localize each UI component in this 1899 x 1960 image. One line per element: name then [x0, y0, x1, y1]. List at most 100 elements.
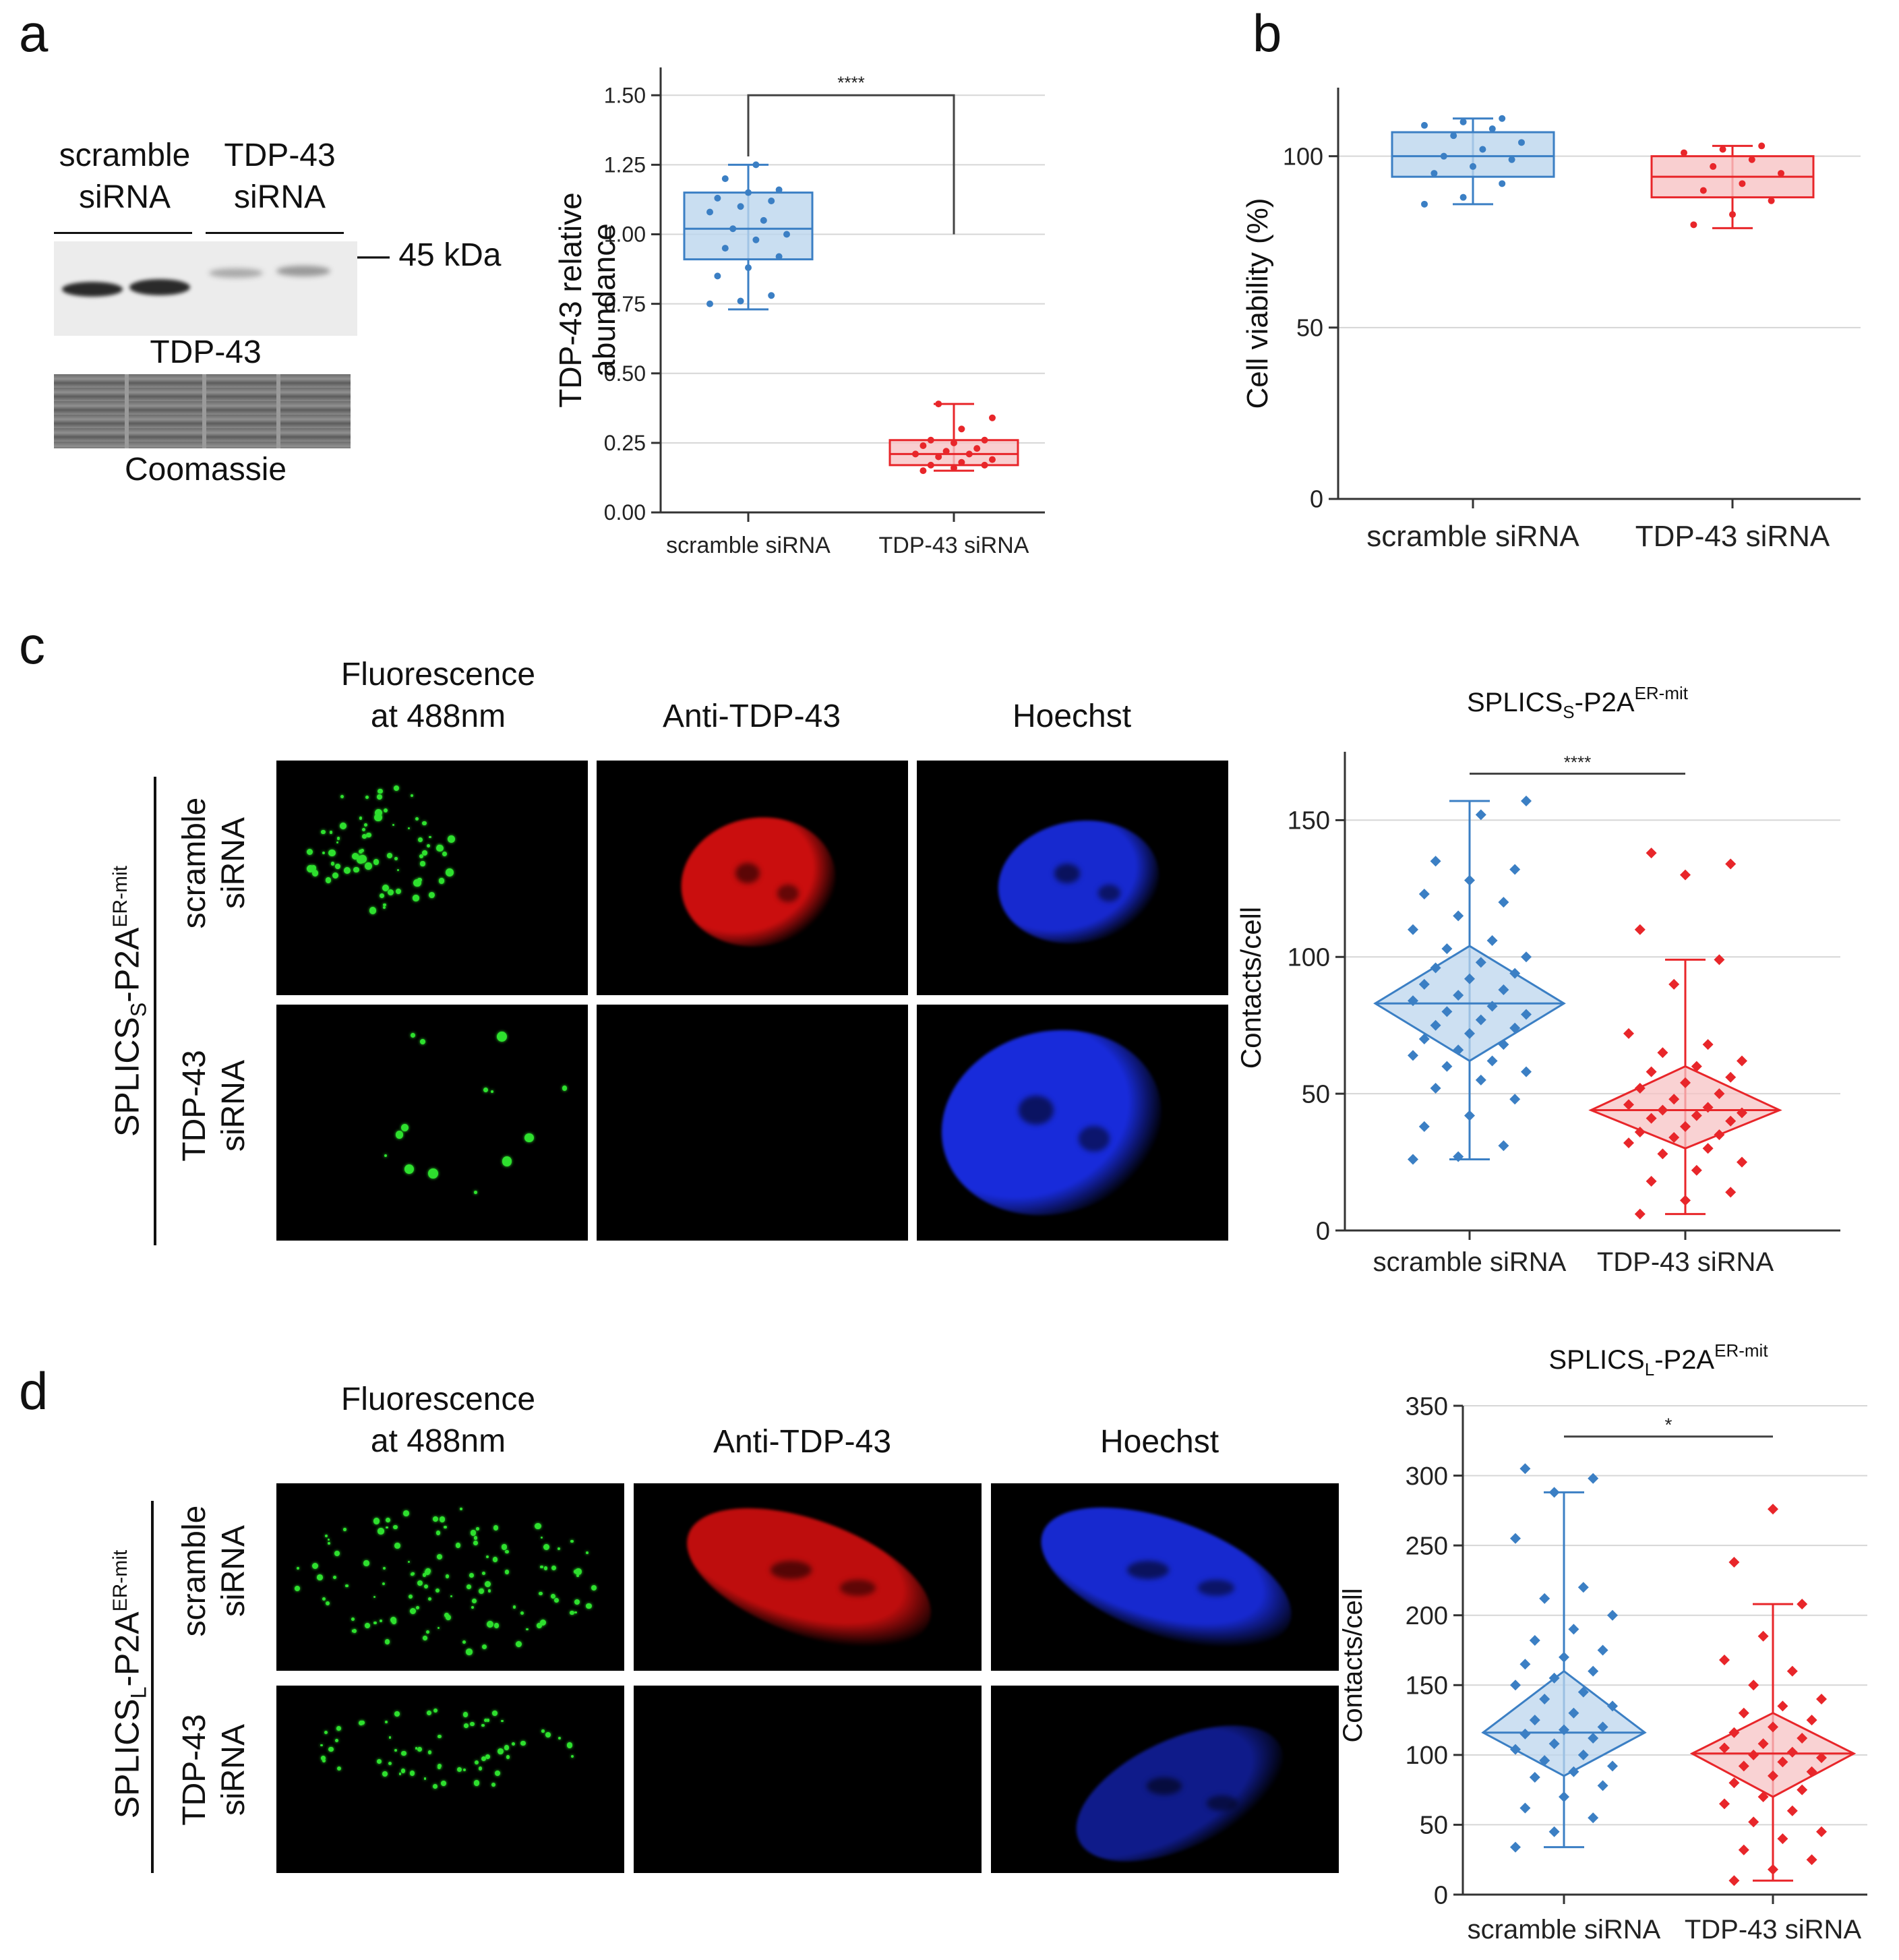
- data-point: [1453, 990, 1464, 1001]
- puncta: [413, 895, 419, 901]
- puncta: [394, 785, 400, 791]
- data-point: [1453, 910, 1464, 922]
- chart-c-significance: ****: [1470, 752, 1685, 775]
- coomassie-image: [54, 374, 351, 448]
- puncta: [398, 1773, 402, 1775]
- puncta: [340, 795, 344, 799]
- data-point: [1714, 1088, 1725, 1100]
- puncta: [358, 1721, 363, 1725]
- lane-divider-tdp43: [206, 232, 344, 234]
- data-point: [1786, 1805, 1798, 1816]
- nucleus: [671, 805, 846, 959]
- data-point: [1464, 1028, 1475, 1039]
- data-point: [1737, 1055, 1747, 1067]
- puncta: [436, 844, 444, 852]
- y-tick-label: 0.25: [604, 431, 646, 455]
- data-point: [1519, 1728, 1531, 1740]
- data-point: [1657, 1148, 1668, 1160]
- chart-a-yticks: 0.00 0.25 0.50 0.75 1.00 1.25 1.50: [604, 83, 661, 525]
- data-point: [1725, 1187, 1737, 1198]
- data-point: [1728, 1557, 1740, 1568]
- puncta: [383, 1566, 386, 1570]
- puncta: [384, 1639, 390, 1644]
- data-point: [1607, 1609, 1618, 1621]
- puncta: [466, 1584, 471, 1589]
- data-point: [1597, 1780, 1608, 1791]
- c-col-label-fluorescence: Fluorescence at 488nm: [340, 657, 536, 734]
- data-point: [1459, 118, 1467, 125]
- data-point: [1680, 869, 1691, 881]
- puncta: [420, 861, 425, 866]
- puncta: [328, 849, 336, 857]
- chart-d-title: SPLICSL-P2AER-mit: [1548, 1340, 1768, 1379]
- data-point: [1806, 1854, 1817, 1866]
- chart-b-boxes: [1391, 117, 1815, 229]
- data-point: [745, 189, 752, 196]
- chart-a-boxes: [683, 163, 1019, 472]
- puncta: [409, 1607, 417, 1615]
- puncta: [471, 1606, 474, 1609]
- puncta: [320, 1744, 323, 1747]
- c-image-tdp-green: [276, 1005, 588, 1241]
- significance-bracket: [747, 94, 955, 235]
- data-point: [1634, 1208, 1646, 1220]
- panel-letter-c: c: [19, 616, 45, 675]
- puncta: [464, 1723, 469, 1729]
- c-col-label-anti-tdp43: Anti-TDP-43: [662, 699, 841, 734]
- chart-c: SPLICSS-P2AER-mit 0 50 100 150 scramble siR…: [1235, 683, 1840, 1277]
- data-point: [1714, 954, 1725, 966]
- d-image-tdp-red: [634, 1686, 982, 1873]
- data-point: [1777, 1833, 1788, 1845]
- data-point: [775, 186, 783, 194]
- d-image-tdp-green: [276, 1686, 624, 1873]
- puncta: [340, 822, 347, 829]
- chart-c-xticks: scramble siRNA TDP-43 siRNA: [1373, 1230, 1774, 1277]
- data-point: [1548, 1672, 1560, 1684]
- data-point: [1646, 1066, 1657, 1077]
- data-point: [1498, 984, 1509, 995]
- puncta: [351, 1617, 355, 1622]
- data-point: [752, 236, 760, 243]
- data-point: [1408, 1154, 1418, 1165]
- x-tick-label: TDP-43 siRNA: [879, 533, 1029, 558]
- puncta: [374, 813, 383, 822]
- puncta: [411, 1033, 416, 1038]
- data-point: [1588, 1812, 1599, 1824]
- data-point: [1719, 146, 1726, 153]
- data-point: [981, 461, 988, 469]
- puncta: [480, 1588, 484, 1592]
- data-point: [1597, 1644, 1608, 1656]
- puncta: [409, 1594, 413, 1599]
- puncta: [415, 1747, 417, 1750]
- band-3: [209, 268, 263, 278]
- puncta: [554, 1597, 560, 1603]
- puncta: [386, 853, 392, 858]
- puncta: [537, 1623, 542, 1628]
- puncta: [379, 893, 385, 899]
- data-point: [1588, 1733, 1599, 1744]
- data-point: [1499, 180, 1506, 187]
- data-point: [1710, 162, 1717, 170]
- data-point: [951, 465, 957, 471]
- puncta: [429, 835, 431, 839]
- data-point: [1646, 1112, 1657, 1124]
- puncta: [395, 889, 401, 894]
- data-point: [1797, 1733, 1808, 1744]
- data-point: [1680, 1121, 1691, 1132]
- puncta: [481, 1644, 487, 1649]
- puncta: [570, 1610, 574, 1615]
- y-tick-label: 0.00: [604, 500, 646, 525]
- puncta: [330, 862, 334, 866]
- puncta: [432, 1516, 438, 1522]
- chart-c-axes: [1344, 752, 1840, 1232]
- data-point: [1459, 194, 1467, 201]
- puncta: [462, 1712, 469, 1717]
- puncta: [473, 1536, 477, 1540]
- data-point: [1757, 1738, 1769, 1750]
- puncta: [394, 1542, 400, 1549]
- puncta: [393, 1524, 398, 1530]
- puncta: [361, 827, 365, 831]
- data-point: [1529, 1715, 1540, 1726]
- puncta: [543, 1543, 549, 1550]
- data-point: [1816, 1826, 1827, 1837]
